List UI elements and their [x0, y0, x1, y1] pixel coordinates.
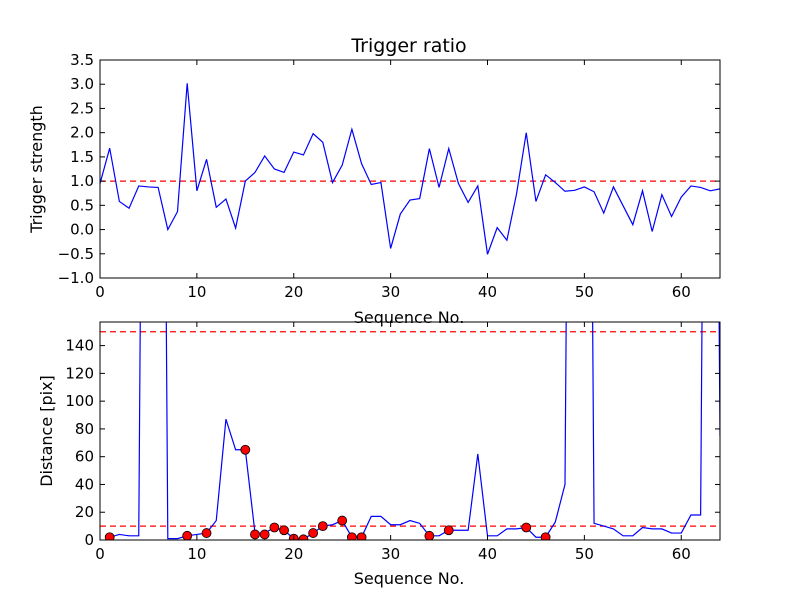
bottom-y-tick-label: 0: [84, 531, 94, 549]
bottom-data-marker: [250, 529, 260, 540]
top-x-tick-label: 50: [575, 283, 594, 301]
top-x-axis-label: Sequence No.: [354, 308, 465, 327]
bottom-data-marker: [104, 532, 115, 540]
top-x-tick-label: 30: [381, 283, 400, 301]
top-x-tick-label: 40: [478, 283, 497, 301]
top-y-tick-label: −0.5: [58, 245, 94, 263]
bottom-data-marker: [337, 515, 348, 526]
top-y-tick-label: 0.0: [70, 221, 94, 239]
top-ticks-group: 0 10 20 30 40 50 60 −1.0 −0.5 0.0 0.5 1.0 1.5 2.0 2.5 3…: [58, 51, 720, 301]
top-y-tick-label: 2.5: [70, 99, 94, 117]
bottom-data-marker: [279, 525, 289, 536]
bottom-y-tick-label: 60: [75, 448, 94, 466]
distance-chart: 0 10 20 30 40 50 60 0 20 40 60 80 100 120 140 Sequence…: [37, 321, 721, 588]
bottom-y-tick-label: 80: [75, 420, 94, 438]
top-plot-frame: [99, 59, 721, 279]
top-y-tick-label: 1.5: [70, 148, 94, 166]
bottom-x-tick-label: 40: [478, 545, 497, 563]
top-series-line: [99, 83, 721, 255]
bottom-y-axis-label: Distance [pix]: [37, 375, 56, 487]
bottom-data-marker: [298, 534, 309, 540]
top-y-tick-label: 0.5: [70, 196, 94, 214]
bottom-data-marker: [356, 532, 367, 540]
bottom-x-tick-label: 0: [95, 545, 105, 563]
chart-title: Trigger ratio: [350, 35, 466, 57]
bottom-y-tick-label: 140: [65, 337, 94, 355]
bottom-x-tick-label: 10: [187, 545, 206, 563]
bottom-data-marker: [443, 525, 454, 536]
trigger-series-group: [99, 83, 721, 255]
top-y-tick-label: 2.0: [70, 124, 94, 142]
bottom-data-marker: [240, 444, 251, 455]
bottom-x-axis-label: Sequence No.: [354, 569, 465, 588]
distance-series-group: [100, 322, 720, 540]
top-x-tick-label: 60: [672, 283, 691, 301]
bottom-y-tick-label: 40: [75, 475, 94, 493]
bottom-series-line: [109, 322, 720, 540]
bottom-data-marker: [259, 529, 270, 540]
bottom-y-tick-label: 120: [65, 364, 94, 382]
bottom-ticks-group: 0 10 20 30 40 50 60 0 20 40 60 80 100 120 140: [65, 322, 720, 563]
bottom-data-marker: [317, 521, 328, 532]
bottom-x-tick-label: 50: [575, 545, 594, 563]
top-x-tick-label: 20: [284, 283, 303, 301]
bottom-y-tick-label: 100: [65, 392, 94, 410]
bottom-data-marker: [424, 530, 435, 540]
top-y-axis-label: Trigger strength: [27, 105, 46, 234]
bottom-data-marker: [308, 528, 319, 538]
top-y-tick-label: −1.0: [58, 269, 94, 287]
top-x-tick-label: 10: [187, 283, 206, 301]
bottom-data-marker: [540, 532, 551, 540]
bottom-y-tick-label: 20: [75, 503, 94, 521]
bottom-data-marker: [521, 522, 532, 533]
top-x-tick-label: 0: [95, 283, 105, 301]
bottom-x-tick-label: 30: [381, 545, 400, 563]
bottom-data-marker: [269, 522, 280, 533]
bottom-x-tick-label: 60: [672, 545, 691, 563]
bottom-data-marker: [346, 532, 357, 540]
top-y-tick-label: 3.0: [70, 75, 94, 93]
bottom-x-tick-label: 20: [284, 545, 303, 563]
top-y-tick-label: 3.5: [70, 51, 94, 69]
top-y-tick-label: 1.0: [70, 172, 94, 190]
bottom-data-marker: [201, 528, 212, 538]
bottom-plot-frame: [99, 321, 721, 541]
bottom-data-marker: [182, 530, 193, 540]
trigger-ratio-chart: Trigger ratio 0 10 20 30 40 50 60 −1.0 −0.5 0.0 0.…: [27, 35, 721, 327]
